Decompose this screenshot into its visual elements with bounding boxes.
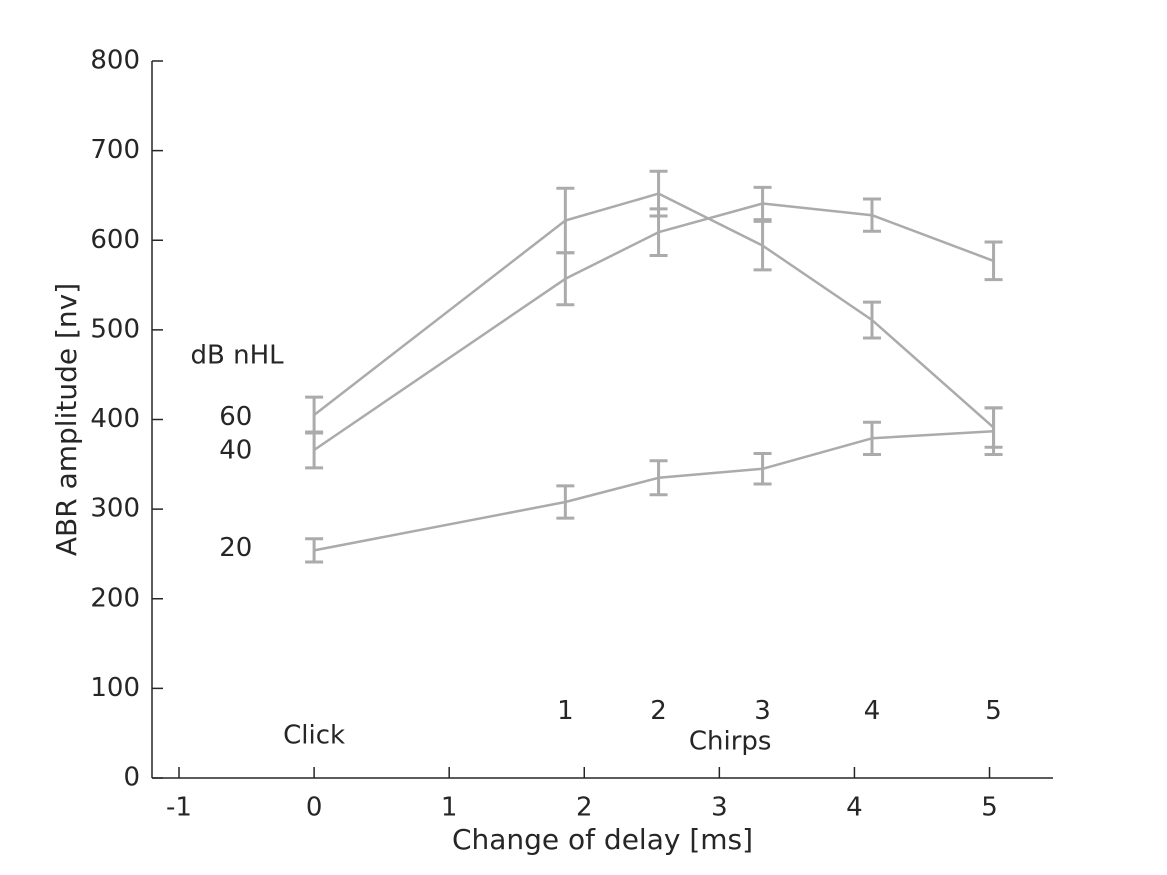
- chirps-label: Chirps: [689, 727, 772, 757]
- x-tick-label: 2: [576, 792, 593, 822]
- x-tick-label: 1: [441, 792, 458, 822]
- x-tick-label: 4: [846, 792, 863, 822]
- series-60dB-line: [313, 192, 995, 429]
- series-60dB-errorbars: [305, 169, 1003, 449]
- series-60dB: [305, 169, 1003, 449]
- y-tick-label: 200: [90, 583, 140, 613]
- series-40dB: [305, 185, 1003, 470]
- chirp-number-3: 3: [754, 696, 771, 726]
- x-tick-label: 0: [306, 792, 323, 822]
- x-axis-title: Change of delay [ms]: [452, 823, 753, 856]
- group-units-label: dB nHL: [191, 340, 285, 370]
- series-label-20: 20: [219, 533, 252, 563]
- series-label-40: 40: [219, 435, 252, 465]
- y-tick-label: 500: [90, 314, 140, 344]
- series-20dB-errorbars: [305, 406, 1003, 564]
- y-tick-label: 800: [90, 46, 140, 76]
- chirp-number-2: 2: [650, 696, 667, 726]
- x-tick-label: 5: [981, 792, 998, 822]
- series-40dB-line: [313, 202, 995, 452]
- tick-labels: -1 0 1 2 3 4 5 0 100 200 300 400 500 600 700 800: [90, 46, 997, 823]
- click-label: Click: [283, 720, 345, 750]
- chirp-number-4: 4: [864, 696, 881, 726]
- chirp-number-1: 1: [557, 696, 574, 726]
- y-tick-label: 100: [90, 673, 140, 703]
- y-tick-label: 600: [90, 225, 140, 255]
- axes: [151, 60, 1053, 779]
- series-40dB-errorbars: [305, 185, 1003, 470]
- y-tick-label: 0: [123, 763, 140, 793]
- series-20dB-line: [313, 429, 994, 552]
- series-label-60: 60: [219, 402, 252, 432]
- y-axis-title: ABR amplitude [nv]: [50, 283, 83, 556]
- chirp-number-5: 5: [985, 696, 1002, 726]
- y-tick-label: 700: [90, 135, 140, 165]
- series-20dB: [305, 406, 1003, 564]
- y-tick-label: 300: [90, 494, 140, 524]
- y-tick-label: 400: [90, 404, 140, 434]
- x-tick-label: 3: [711, 792, 728, 822]
- x-tick-label: -1: [166, 792, 192, 822]
